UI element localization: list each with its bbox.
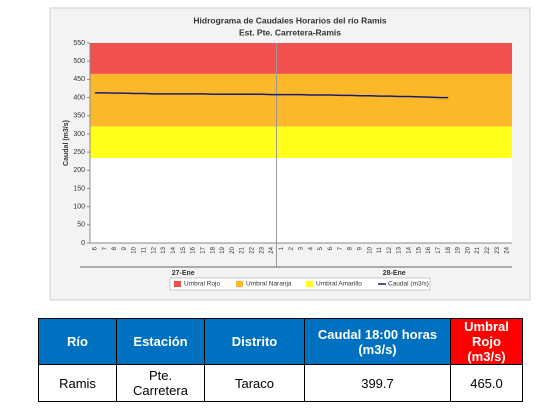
- header-cell: Río: [38, 318, 117, 365]
- legend-swatch: [174, 281, 181, 287]
- y-tick-label: 200: [73, 167, 85, 174]
- chart-title: Hidrograma de Caudales Horarios del río …: [193, 15, 386, 25]
- y-tick-label: 50: [77, 222, 85, 229]
- threshold-band: [90, 73, 512, 127]
- cell: 465.0: [450, 364, 523, 402]
- x-tick-label: 18: [446, 246, 452, 253]
- y-tick-label: 0: [81, 240, 85, 247]
- x-tick-label: 9: [357, 246, 363, 250]
- x-tick-label: 23: [495, 246, 501, 253]
- y-tick-label: 500: [73, 58, 85, 65]
- series-line: [94, 92, 449, 99]
- y-tick-label: 250: [73, 149, 85, 156]
- x-tick-label: 16: [426, 246, 432, 253]
- x-tick-label: 7: [338, 246, 344, 250]
- data-row: Ramis Pte. Carretera Taraco 399.7 465.0: [38, 364, 523, 402]
- y-tick-label: 450: [73, 76, 85, 83]
- header-cell: Estación: [116, 318, 205, 365]
- x-tick-label: 24: [269, 246, 275, 253]
- threshold-band: [90, 126, 512, 158]
- x-tick-label: 22: [485, 246, 491, 253]
- x-tick-label: 5: [318, 246, 324, 250]
- legend-label: Umbral Amarillo: [316, 281, 362, 288]
- x-tick-label: 3: [299, 246, 305, 250]
- x-tick-label: 15: [181, 246, 187, 253]
- y-tick-label: 400: [73, 94, 85, 101]
- y-tick-label: 550: [73, 40, 85, 47]
- legend-label: Umbral Rojo: [184, 281, 221, 288]
- x-tick-label: 1: [279, 246, 285, 250]
- x-tick-label: 9: [122, 246, 128, 250]
- header-cell: Umbral Rojo (m3/s): [450, 318, 523, 365]
- x-tick-label: 22: [250, 246, 256, 253]
- x-tick-label: 24: [505, 246, 511, 253]
- y-tick-label: 150: [73, 185, 85, 192]
- x-tick-label: 17: [200, 246, 206, 253]
- group-label: 27-Ene: [172, 270, 195, 277]
- chart-subtitle: Est. Pte. Carretera-Ramis: [239, 27, 341, 37]
- x-tick-label: 20: [465, 246, 471, 253]
- chart: Hidrograma de Caudales Horarios del río …: [49, 7, 531, 301]
- x-tick-label: 16: [191, 246, 197, 253]
- threshold-band: [90, 43, 512, 74]
- y-axis-label: Caudal (m3/s): [63, 120, 70, 166]
- x-tick-label: 8: [348, 246, 354, 250]
- x-tick-label: 10: [132, 246, 138, 253]
- x-tick-label: 17: [436, 246, 442, 253]
- group-label: 28-Ene: [383, 270, 406, 277]
- x-tick-label: 18: [210, 246, 216, 253]
- cell: Ramis: [38, 364, 117, 402]
- x-tick-label: 12: [151, 246, 157, 253]
- legend-swatch: [236, 281, 243, 287]
- x-tick-label: 8: [112, 246, 118, 250]
- x-tick-label: 2: [289, 246, 295, 250]
- x-tick-label: 14: [171, 246, 177, 253]
- x-tick-label: 19: [456, 246, 462, 253]
- y-tick-label: 300: [73, 131, 85, 138]
- cell: Taraco: [204, 364, 305, 402]
- header-row: Río Estación Distrito Caudal 18:00 horas…: [38, 318, 523, 365]
- x-tick-label: 12: [387, 246, 393, 253]
- x-tick-label: 15: [416, 246, 422, 253]
- cell: Pte. Carretera: [116, 364, 205, 402]
- legend-label: Caudal (m3/s): [388, 281, 429, 288]
- x-tick-label: 6: [328, 246, 334, 250]
- x-tick-label: 11: [377, 246, 383, 253]
- x-tick-label: 14: [407, 246, 413, 253]
- x-tick-label: 21: [475, 246, 481, 253]
- x-tick-label: 4: [308, 246, 314, 250]
- legend-swatch: [306, 281, 313, 287]
- x-tick-label: 23: [259, 246, 265, 253]
- x-tick-label: 13: [397, 246, 403, 253]
- x-tick-label: 13: [161, 246, 167, 253]
- x-tick-label: 19: [220, 246, 226, 253]
- x-tick-label: 20: [230, 246, 236, 253]
- x-tick-label: 7: [102, 246, 108, 250]
- cell: 399.7: [304, 364, 451, 402]
- header-cell: Distrito: [204, 318, 305, 365]
- y-tick-label: 350: [73, 113, 85, 120]
- x-tick-label: 10: [367, 246, 373, 253]
- x-tick-label: 6: [92, 246, 98, 250]
- x-tick-label: 21: [240, 246, 246, 253]
- header-cell: Caudal 18:00 horas (m3/s): [304, 318, 451, 365]
- summary-table: Río Estación Distrito Caudal 18:00 horas…: [38, 318, 523, 402]
- legend-label: Umbral Naranja: [246, 281, 292, 288]
- x-tick-label: 11: [142, 246, 148, 253]
- y-tick-label: 100: [73, 203, 85, 210]
- legend-box: [169, 277, 431, 291]
